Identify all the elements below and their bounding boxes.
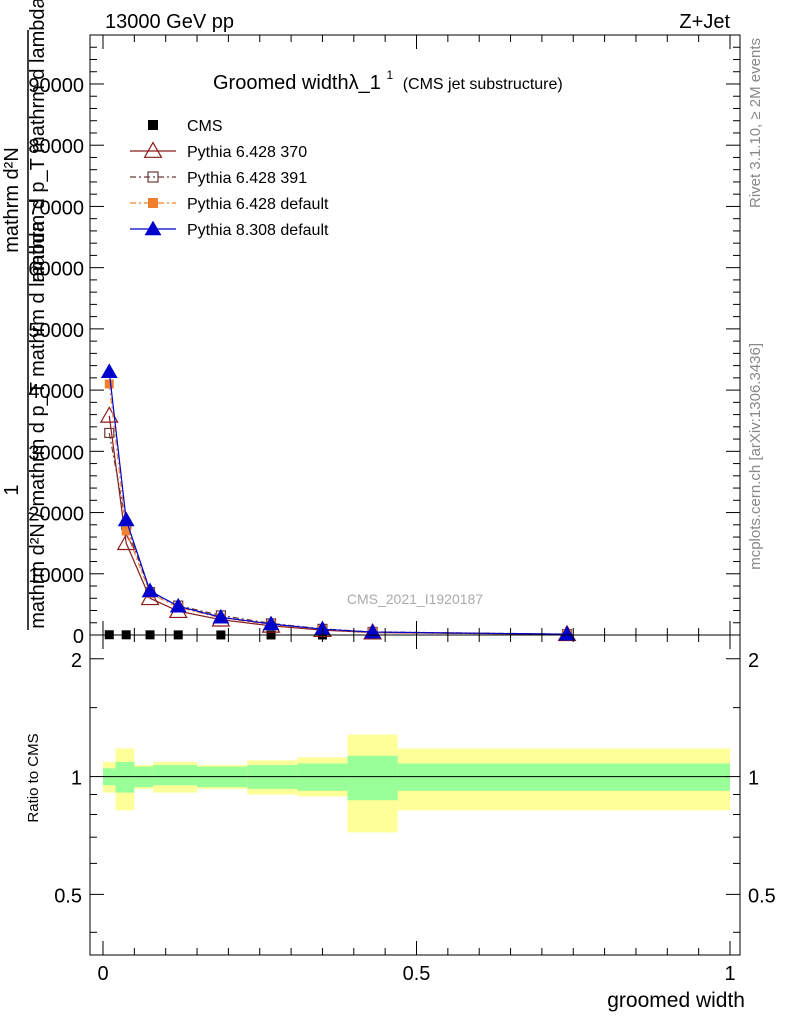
x-axis-label: groomed width <box>607 989 745 1012</box>
y-tick-label-top: 0 <box>73 626 84 648</box>
header-energy-label: 13000 GeV pp <box>105 11 234 33</box>
data-point <box>117 511 135 527</box>
x-tick-label: 1 <box>724 963 735 985</box>
y-axis-label-ratio: Ratio to CMS <box>25 733 42 822</box>
ratio-tick-label-right: 0.5 <box>748 885 776 907</box>
data-point <box>99 406 119 423</box>
ratio-panel: 0.5 0.5 1 1 2 2 Ratio to CMS <box>25 634 776 956</box>
ratio-band-green <box>115 761 135 793</box>
data-point <box>104 427 115 439</box>
ratio-bands <box>103 734 730 833</box>
chart-title-sup: 1 <box>386 68 393 82</box>
y-axis-label-frac-den: mathrm d p_T mathrm d lambda <box>27 0 49 283</box>
data-point <box>262 615 280 631</box>
legend-label: CMS <box>187 118 223 135</box>
y-axis-label-frac-num: mathrm d²N <box>1 147 23 253</box>
legend-entry: Pythia 8.308 default <box>130 220 329 239</box>
legend-marker <box>143 141 163 158</box>
y-axis-label-top: 1 mathrm d²N / mathrm d p_T mathrm d lam… <box>1 0 49 630</box>
legend-label: Pythia 6.428 370 <box>187 144 307 161</box>
data-point <box>558 625 576 641</box>
rivet-label: Rivet 3.1.10, ≥ 2M events <box>747 38 764 208</box>
legend-marker <box>148 120 158 130</box>
ratio-band-green <box>347 755 398 801</box>
legend-entry: Pythia 6.428 370 <box>130 141 307 161</box>
top-panel: 0 10000 20000 30000 40000 50000 60000 70000 8000… <box>28 34 741 648</box>
data-point <box>141 582 159 598</box>
ratio-panel-frame <box>89 634 741 956</box>
legend-marker <box>148 198 158 208</box>
y-tick-label-top: 50000 <box>28 320 84 342</box>
legend-label: Pythia 8.308 default <box>187 222 329 239</box>
ratio-tick-label-left: 0.5 <box>54 885 82 907</box>
mcplots-label: mcplots.cern.ch [arXiv:1306.3436] <box>747 343 764 570</box>
legend-label: Pythia 6.428 391 <box>187 170 307 187</box>
y-tick-label-top: 10000 <box>28 565 84 587</box>
ratio-tick-label-left: 2 <box>71 650 82 672</box>
ratio-panel-ticks: 0.5 0.5 1 1 2 2 <box>54 650 776 933</box>
data-point <box>212 608 230 624</box>
y-tick-label-top: 90000 <box>28 75 84 97</box>
chart-title-main: Groomed widthλ_1 <box>213 72 381 94</box>
data-point <box>121 526 131 536</box>
chart-title-sub: (CMS jet substructure) <box>403 76 563 93</box>
y-tick-label-top: 40000 <box>28 381 84 403</box>
y-tick-label-top: 60000 <box>28 259 84 281</box>
x-axis-ticks: 0 0.5 1 <box>97 35 736 985</box>
series-line <box>108 383 567 635</box>
data-point <box>364 623 382 639</box>
y-tick-label-top: 20000 <box>28 504 84 526</box>
legend-label: Pythia 6.428 default <box>187 196 329 213</box>
top-panel-ticks: 0 10000 20000 30000 40000 50000 60000 70000 8000… <box>28 34 740 648</box>
ratio-band-green <box>153 765 198 786</box>
series-line <box>108 371 567 635</box>
data-point <box>169 597 187 613</box>
ratio-tick-label-right: 1 <box>748 768 759 790</box>
y-tick-label-top: 30000 <box>28 442 84 464</box>
ratio-tick-label-left: 1 <box>71 768 82 790</box>
data-point <box>100 363 118 379</box>
series-3 <box>104 379 572 639</box>
y-axis-label-den: mathrm d²N / mathrm d p_T mathrm d lambd… <box>27 220 49 628</box>
series-1 <box>99 406 577 642</box>
top-panel-series <box>99 363 577 642</box>
x-tick-label: 0 <box>97 963 108 985</box>
analysis-watermark: CMS_2021_I1920187 <box>347 591 483 607</box>
series-4 <box>100 363 576 641</box>
y-tick-label-top: 70000 <box>28 197 84 219</box>
legend-entry: Pythia 6.428 391 <box>130 170 307 187</box>
ratio-tick-label-right: 2 <box>748 650 759 672</box>
y-axis-label-numerator-one: 1 <box>1 484 23 495</box>
legend-entry: CMS <box>148 118 223 135</box>
chart-title: Groomed widthλ_1 1 (CMS jet substructure… <box>213 62 563 94</box>
data-point <box>104 379 114 389</box>
header-process-label: Z+Jet <box>679 11 730 33</box>
x-tick-label: 0.5 <box>403 963 431 985</box>
legend-marker <box>147 171 159 183</box>
legend-entry: Pythia 6.428 default <box>130 196 329 213</box>
ratio-band-green <box>397 763 730 791</box>
legend-marker <box>144 220 162 236</box>
y-tick-label-top: 80000 <box>28 136 84 158</box>
ratio-band-green <box>297 763 348 791</box>
legend: CMS Pythia 6.428 370 Pythia 6.428 391 Pythi… <box>130 118 329 239</box>
